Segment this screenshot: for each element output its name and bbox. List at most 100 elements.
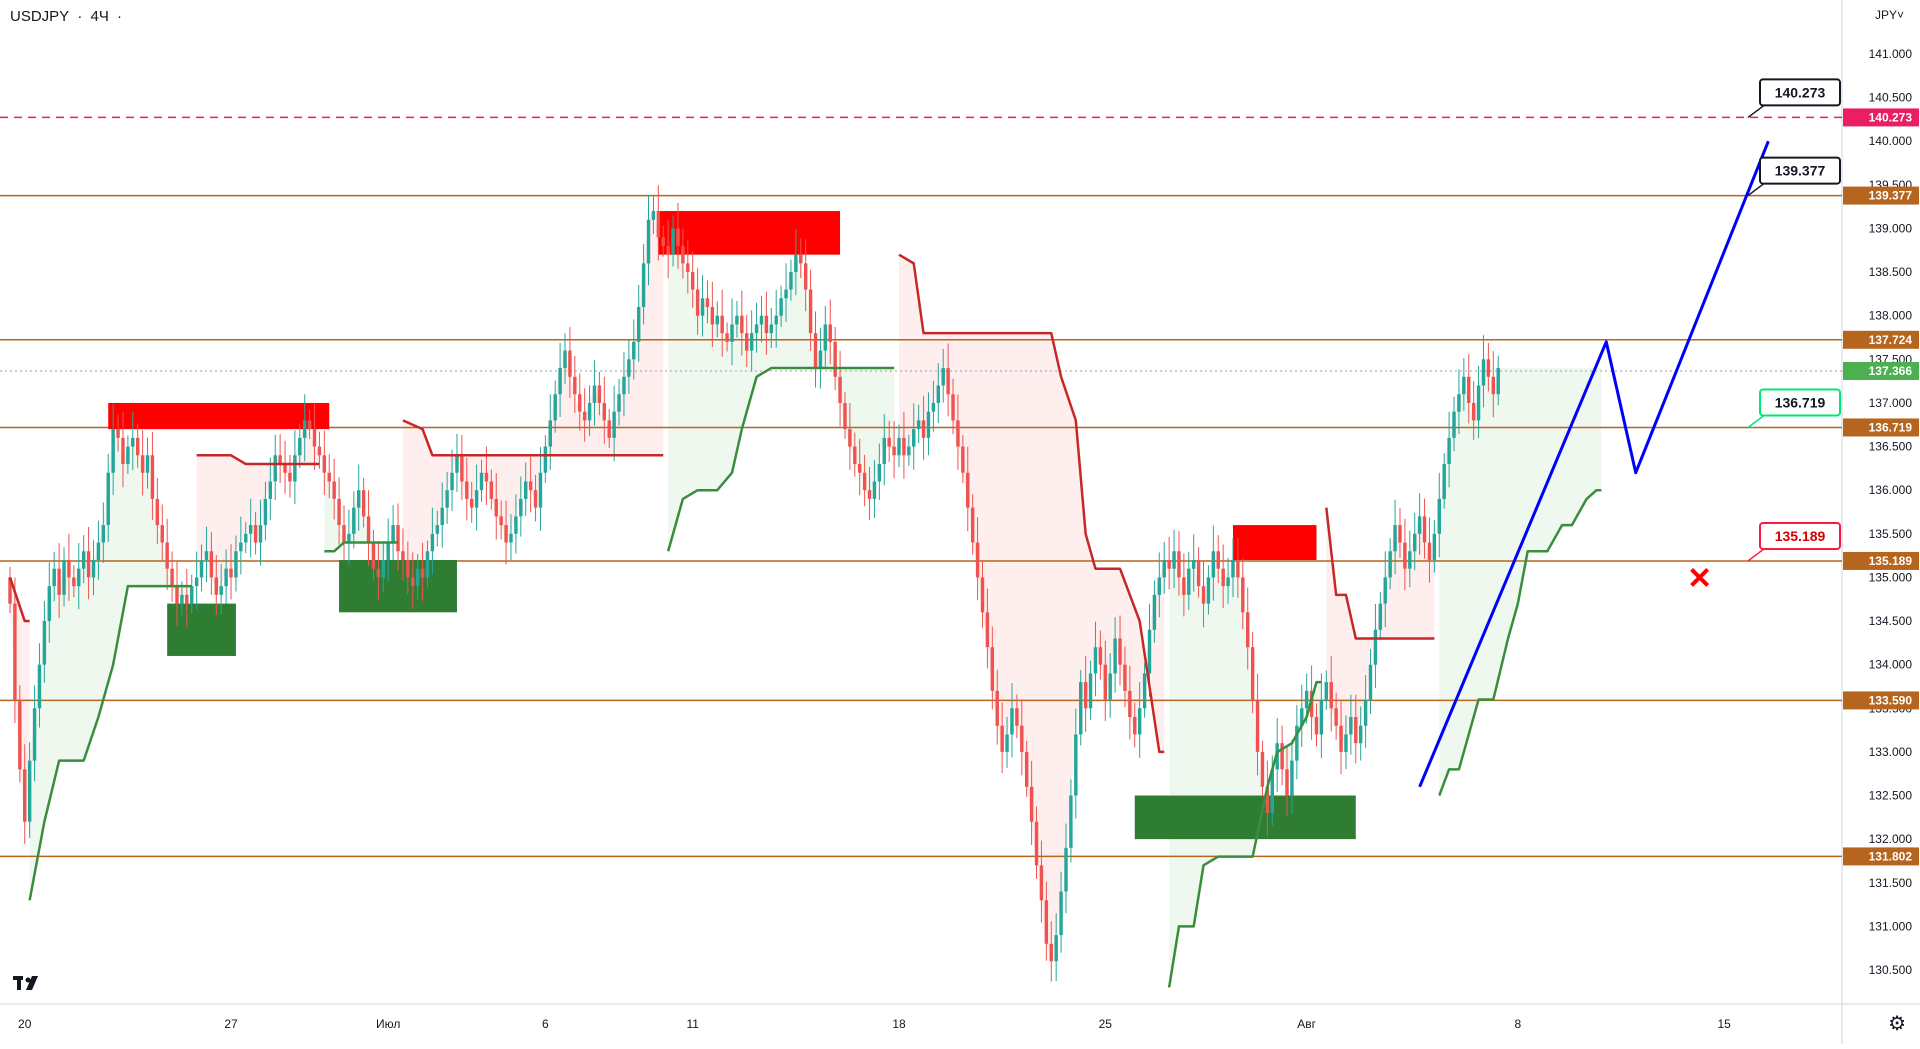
candle-down [209,551,214,578]
candle-up [514,516,518,534]
candle-down [681,245,685,264]
candle-down [602,402,607,421]
candle-up [1388,551,1392,578]
supertrend-down-line [196,454,320,466]
target-price-tag [1843,108,1919,127]
candle-up [754,324,759,334]
candle-up [563,350,567,369]
candle-up [204,551,209,560]
candle-down [494,498,498,517]
candle-down [1329,682,1333,709]
candle-down [1285,769,1289,796]
candle-down [1280,743,1284,770]
settings-gear-icon[interactable]: ⚙ [1888,1013,1906,1035]
candle-up [523,481,528,499]
candle-down [1098,647,1103,665]
candle-down [892,446,896,456]
candle-down [1083,682,1088,709]
price-tick-label: 135.500 [1869,527,1913,541]
symbol-header[interactable]: USDJPY · 4Ч · [10,8,126,25]
candle-down [1491,376,1496,395]
candle-up [91,559,96,578]
candle-up [381,559,386,578]
candle-down [322,455,327,473]
candle-up [1108,673,1112,700]
candle-down [1241,577,1245,613]
symbol-name: USDJPY [10,8,70,25]
candle-down [1398,525,1402,543]
candle-down [8,577,12,604]
candle-up [1088,673,1093,709]
candle-down [337,498,341,526]
candle-up [347,533,351,543]
supertrend-down-fill [899,254,1165,962]
candle-up [1324,682,1329,700]
candle-up [1059,891,1063,936]
candle-up [479,472,484,491]
candle-up [1074,734,1078,796]
candle-up [519,498,523,517]
price-tick-label: 133.000 [1869,745,1913,759]
tradingview-logo-icon[interactable] [12,972,44,996]
candle-down [1034,821,1039,866]
price-tick-label: 141.000 [1869,47,1913,61]
candle-down [725,333,729,342]
callout-box [1759,521,1841,550]
candle-up [1295,725,1299,761]
currency-selector[interactable]: JPY˅ [1874,8,1904,22]
candle-up [651,211,656,220]
candle-up [1270,769,1275,813]
candle-up [1162,559,1166,578]
time-tick-label: 27 [224,1017,238,1031]
candle-up [774,315,778,325]
candle-up [779,298,783,316]
candle-down [690,272,695,290]
candle-up [912,429,916,447]
level-price-tag-label: 135.189 [1869,554,1913,568]
candle-up [293,455,297,482]
price-tick-label: 131.500 [1869,876,1913,890]
candle-down [1246,612,1250,648]
candle-down [1339,725,1343,752]
candle-up [794,254,798,273]
candle-down [980,577,985,613]
time-tick-label: 6 [542,1017,549,1031]
candle-up [1304,690,1309,709]
candle-down [499,516,503,526]
candle-up [440,507,444,526]
candle-down [808,289,813,334]
candle-up [1383,577,1387,604]
candle-down [1422,516,1427,543]
candle-down [150,455,155,499]
candle-up [1187,568,1191,595]
candle-up [1452,411,1456,438]
candle-down [18,699,22,770]
candle-up [1010,708,1014,735]
level-price-tag-label: 131.802 [1869,849,1913,863]
supply-zone [108,402,330,430]
candle-up [636,306,641,342]
candle-down [371,542,376,569]
candle-down [121,437,125,465]
candle-up [1496,368,1500,395]
candle-down [283,464,287,473]
candle-up [474,490,479,508]
candle-up [1462,376,1466,395]
header-separator: · [77,8,83,25]
candle-up [1358,725,1363,744]
candle-up [877,464,882,482]
candle-up [759,315,764,325]
candle-down [705,298,710,307]
candle-up [263,498,268,526]
candle-up [1113,638,1117,674]
candle-up [1152,594,1157,630]
time-tick-label: 18 [892,1017,906,1031]
candle-up [641,263,646,307]
candle-down [676,228,680,246]
candle-down [116,429,120,438]
candle-down [86,551,91,578]
candle-up [199,559,204,578]
candle-up [1393,525,1397,552]
level-price-tag [1843,551,1919,570]
